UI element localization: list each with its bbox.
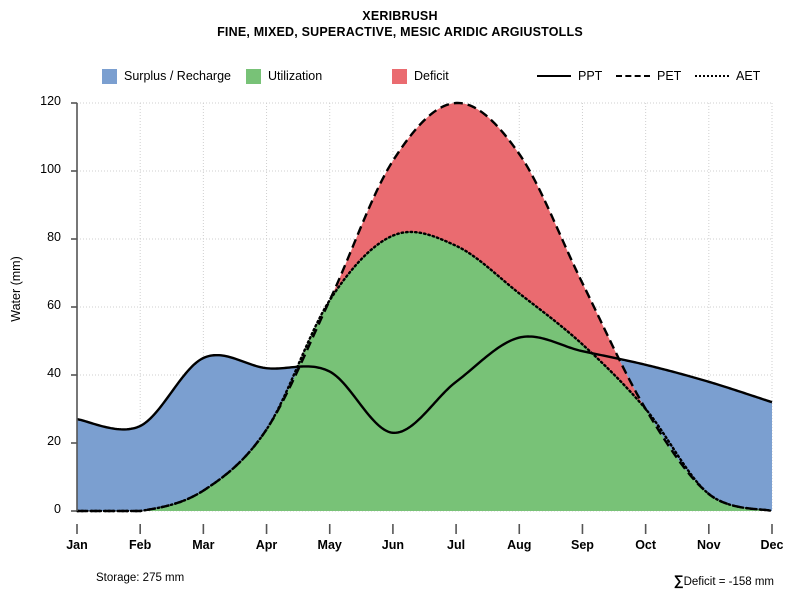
area-surplus-recharge [77,355,772,511]
chart-title-block: XERIBRUSH FINE, MIXED, SUPERACTIVE, MESI… [0,8,800,40]
legend-item-aet[interactable]: AET [695,66,760,86]
legend-label-pet: PET [657,69,682,83]
y-tick-label: 80 [47,230,61,244]
y-tick-label: 120 [40,94,61,108]
x-tick-label-oct: Oct [635,538,657,552]
x-tick-label-feb: Feb [129,538,152,552]
sigma-icon: ∑ [673,572,684,588]
curve-pet [77,101,773,513]
legend-label-ppt: PPT [578,69,603,83]
legend-label-utilization: Utilization [268,69,323,83]
legend-label-aet: AET [736,69,761,83]
legend-item-pet[interactable]: PET [616,66,681,86]
y-tick-label: 60 [47,298,61,312]
legend-swatch-deficit [392,68,407,84]
y-tick-label: 100 [40,162,61,176]
y-tick-label: 40 [47,366,61,380]
x-tick-label-jul: Jul [447,538,466,552]
legend-label-surplus: Surplus / Recharge [124,69,232,83]
chart-legend: Surplus / Recharge Utilization Deficit P… [0,66,800,90]
area-utilization [143,231,771,511]
x-tick-label-mar: Mar [192,538,215,552]
deficit-annotation: ∑Deficit = -158 mm [674,572,774,588]
page-subtitle: FINE, MIXED, SUPERACTIVE, MESIC ARIDIC A… [217,25,583,39]
legend-label-deficit: Deficit [414,69,449,83]
legend-swatch-utilization [246,68,261,84]
x-tick-label-sep: Sep [570,538,594,552]
dotted-line-icon [695,69,729,83]
x-tick-label-dec: Dec [760,538,784,552]
curve-ppt [76,335,773,435]
x-tick-label-may: May [317,538,342,552]
legend-swatch-surplus [102,68,117,84]
legend-item-surplus[interactable]: Surplus / Recharge [102,66,231,86]
deficit-annotation-text: Deficit = -158 mm [683,576,774,588]
x-tick-label-apr: Apr [255,538,278,552]
area-deficit [331,102,644,407]
legend-item-deficit[interactable]: Deficit [392,66,449,86]
x-tick-label-nov: Nov [697,538,721,552]
solid-line-icon [537,69,571,83]
page-title: XERIBRUSH [362,9,438,23]
storage-annotation: Storage: 275 mm [96,572,185,584]
y-tick-label: 0 [54,502,61,516]
x-tick-label-jun: Jun [381,538,405,552]
y-tick-label: 20 [47,434,61,448]
x-tick-label-jan: Jan [66,538,88,552]
dashed-line-icon [616,69,650,83]
x-tick-label-aug: Aug [507,538,532,552]
legend-item-ppt[interactable]: PPT [537,66,602,86]
legend-item-utilization[interactable]: Utilization [246,66,322,86]
